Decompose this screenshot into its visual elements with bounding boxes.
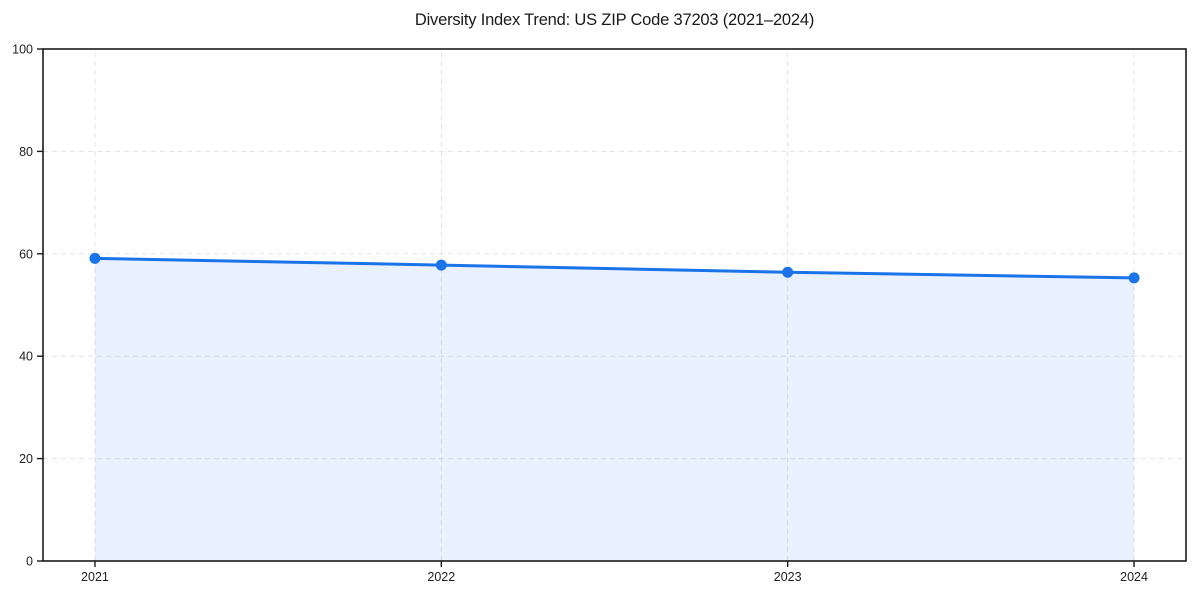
x-tick-label: 2023 xyxy=(774,570,802,584)
y-tick-label: 80 xyxy=(19,145,33,159)
y-tick-label: 100 xyxy=(12,43,33,57)
x-tick-label: 2021 xyxy=(81,570,109,584)
x-tick-label: 2024 xyxy=(1120,570,1148,584)
data-point-marker xyxy=(435,259,447,271)
trend-line xyxy=(93,256,1136,280)
y-tick-label: 40 xyxy=(19,350,33,364)
data-point-marker xyxy=(89,252,101,264)
plot-border xyxy=(42,48,1187,562)
y-tick-label: 20 xyxy=(19,452,33,466)
chart-title: Diversity Index Trend: US ZIP Code 37203… xyxy=(414,11,815,29)
y-tick-label: 60 xyxy=(19,247,33,261)
data-point-marker xyxy=(782,266,794,278)
y-tick-label: 0 xyxy=(26,555,33,569)
data-point-marker xyxy=(1128,272,1140,284)
x-tick-label: 2022 xyxy=(427,570,455,584)
area-fill xyxy=(94,258,1135,561)
